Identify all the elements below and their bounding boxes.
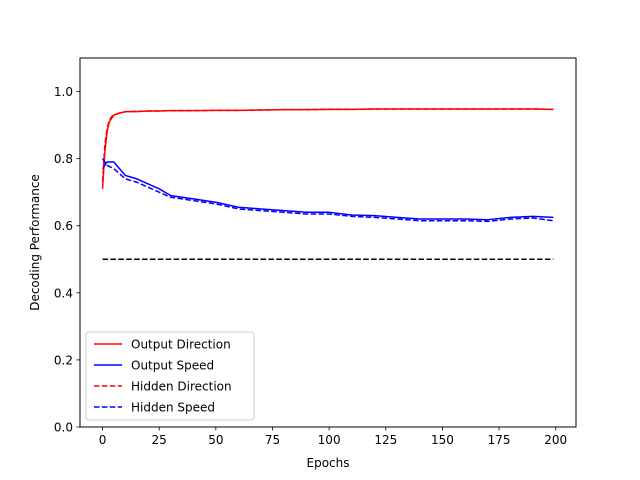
x-tick-label: 50 (208, 433, 223, 447)
legend: Output Direction Output Speed Hidden Direc… (85, 331, 255, 421)
y-tick-label: 0.2 (54, 353, 73, 367)
y-axis-label: Decoding Performance (28, 174, 42, 311)
series-line-hidden-direction (101, 108, 554, 183)
legend-label: Hidden Speed (131, 401, 215, 415)
series-line-hidden-speed (101, 158, 554, 223)
y-tick-label: 0.6 (54, 219, 73, 233)
x-tick-label: 200 (544, 433, 567, 447)
legend-label: Output Speed (131, 359, 214, 373)
x-tick-label: 25 (152, 433, 167, 447)
x-axis-label: Epochs (307, 456, 350, 470)
x-tick-label: 125 (374, 433, 397, 447)
x-tick-label: 75 (265, 433, 280, 447)
series-line-output-speed (101, 161, 554, 221)
y-tick-label: 1.0 (54, 85, 73, 99)
y-axis: 0.0 0.2 0.4 0.6 0.8 1.0 (54, 85, 80, 435)
legend-label: Output Direction (131, 338, 231, 352)
y-tick-label: 0.8 (54, 152, 73, 166)
y-tick-label: 0.4 (54, 286, 73, 300)
x-tick-label: 0 (99, 433, 107, 447)
series-line-output-direction (101, 108, 554, 189)
legend-label: Hidden Direction (131, 380, 232, 394)
x-tick-label: 175 (488, 433, 511, 447)
y-tick-label: 0.0 (54, 421, 73, 435)
plot-frame (79, 57, 577, 428)
x-axis: 0 25 50 75 100 125 150 175 200 (99, 427, 567, 447)
plot-lines (101, 108, 554, 261)
x-tick-label: 100 (318, 433, 341, 447)
x-tick-label: 150 (431, 433, 454, 447)
legend-box (85, 331, 255, 421)
